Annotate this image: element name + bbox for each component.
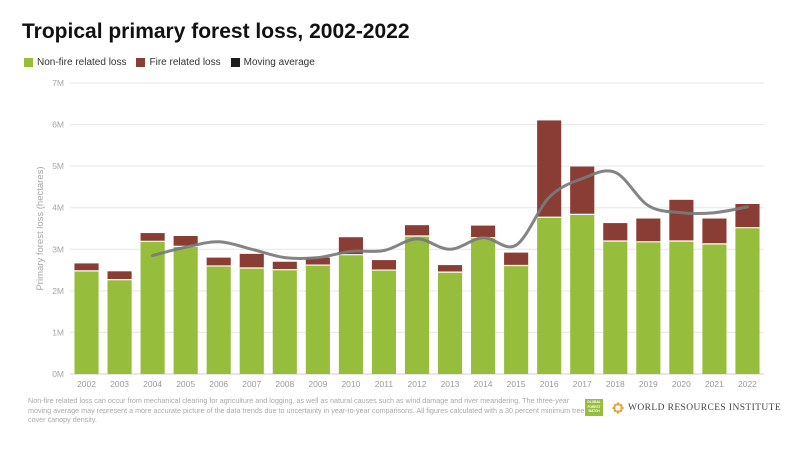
- legend-item-moving-average[interactable]: Moving average: [230, 57, 315, 68]
- bar-non-fire: [669, 240, 694, 374]
- x-tick-label: 2019: [639, 379, 658, 389]
- x-tick-label: 2006: [209, 379, 228, 389]
- y-tick-label: 1M: [52, 327, 64, 337]
- legend-item-fire[interactable]: Fire related loss: [136, 57, 221, 68]
- x-tick-label: 2010: [341, 379, 360, 389]
- bar-non-fire: [140, 241, 165, 374]
- bar-non-fire: [735, 227, 760, 374]
- bar-fire: [371, 260, 397, 271]
- y-tick-label: 0M: [52, 369, 64, 379]
- wri-logo[interactable]: WORLD RESOURCES INSTITUTE: [612, 402, 781, 414]
- bar-non-fire: [504, 265, 529, 374]
- bar-fire: [206, 257, 231, 266]
- bar-fire: [603, 223, 628, 241]
- bar-fire: [305, 257, 330, 266]
- bar-fire: [140, 233, 165, 242]
- bar-fire: [636, 218, 661, 242]
- bar-fire: [239, 253, 264, 268]
- legend-swatch-fire: [136, 58, 146, 67]
- bar-fire: [504, 252, 529, 266]
- bar-non-fire: [107, 279, 132, 374]
- bar-non-fire: [206, 265, 231, 374]
- legend-label-moving-average: Moving average: [243, 57, 315, 68]
- x-tick-label: 2014: [474, 379, 493, 389]
- wri-logo-text: WORLD RESOURCES INSTITUTE: [628, 403, 782, 413]
- bar-fire: [404, 225, 430, 236]
- x-tick-label: 2021: [705, 379, 724, 389]
- x-tick-label: 2007: [242, 379, 261, 389]
- legend-swatch-moving-average: [230, 58, 240, 67]
- x-tick-label: 2016: [540, 379, 559, 389]
- x-tick-label: 2008: [275, 379, 294, 389]
- bar-non-fire: [371, 270, 397, 374]
- bar-fire: [735, 203, 760, 228]
- x-tick-label: 2009: [308, 379, 327, 389]
- x-tick-label: 2002: [77, 379, 96, 389]
- bar-fire: [272, 261, 297, 270]
- y-tick-label: 3M: [52, 244, 64, 254]
- chart-footnote: Non-fire related loss can occur from mec…: [28, 396, 585, 425]
- chart-legend: Non-fire related loss Fire related loss …: [24, 57, 315, 68]
- legend-label-non-fire: Non-fire related loss: [37, 57, 127, 68]
- x-tick-label: 2012: [408, 379, 427, 389]
- x-tick-label: 2018: [606, 379, 625, 389]
- chart-title: Tropical primary forest loss, 2002-2022: [22, 20, 410, 43]
- bar-non-fire: [173, 246, 198, 374]
- bar-non-fire: [570, 214, 595, 374]
- legend-item-non-fire[interactable]: Non-fire related loss: [24, 57, 126, 68]
- x-tick-label: 2013: [441, 379, 460, 389]
- bar-fire: [107, 271, 132, 280]
- bar-non-fire: [636, 241, 661, 374]
- moving-average-line: [151, 169, 749, 261]
- bar-fire: [669, 199, 694, 241]
- x-tick-label: 2004: [143, 379, 162, 389]
- wri-emblem-icon: [612, 402, 624, 414]
- y-tick-label: 5M: [52, 161, 64, 171]
- global-forest-watch-logo[interactable]: GLOBAL FOREST WATCH: [585, 399, 603, 416]
- bar-non-fire: [471, 237, 496, 374]
- y-tick-label: 2M: [52, 286, 64, 296]
- bar-non-fire: [239, 267, 264, 374]
- bar-fire: [74, 263, 99, 271]
- legend-swatch-non-fire: [24, 58, 33, 67]
- bar-non-fire: [404, 235, 430, 374]
- x-tick-label: 2005: [176, 379, 195, 389]
- bar-fire: [471, 225, 496, 238]
- bar-fire: [173, 235, 198, 247]
- legend-label-fire: Fire related loss: [149, 57, 221, 68]
- bar-non-fire: [537, 217, 562, 374]
- bar-non-fire: [305, 265, 330, 374]
- bar-non-fire: [603, 240, 628, 374]
- bar-non-fire: [437, 272, 463, 374]
- y-tick-label: 4M: [52, 203, 64, 213]
- bar-fire: [437, 265, 463, 273]
- bar-non-fire: [272, 269, 297, 374]
- y-tick-label: 7M: [52, 78, 64, 88]
- bar-non-fire: [74, 270, 99, 374]
- bar-fire: [702, 218, 727, 244]
- bar-non-fire: [702, 243, 727, 374]
- bar-non-fire: [338, 254, 363, 374]
- y-axis-title: Primary forest loss (hectares): [35, 166, 46, 290]
- x-tick-label: 2020: [672, 379, 691, 389]
- x-tick-label: 2003: [110, 379, 129, 389]
- x-tick-label: 2011: [375, 379, 394, 389]
- y-tick-label: 6M: [52, 120, 64, 130]
- x-tick-label: 2015: [507, 379, 526, 389]
- bar-fire: [537, 120, 562, 218]
- x-tick-label: 2017: [573, 379, 592, 389]
- x-tick-label: 2022: [738, 379, 757, 389]
